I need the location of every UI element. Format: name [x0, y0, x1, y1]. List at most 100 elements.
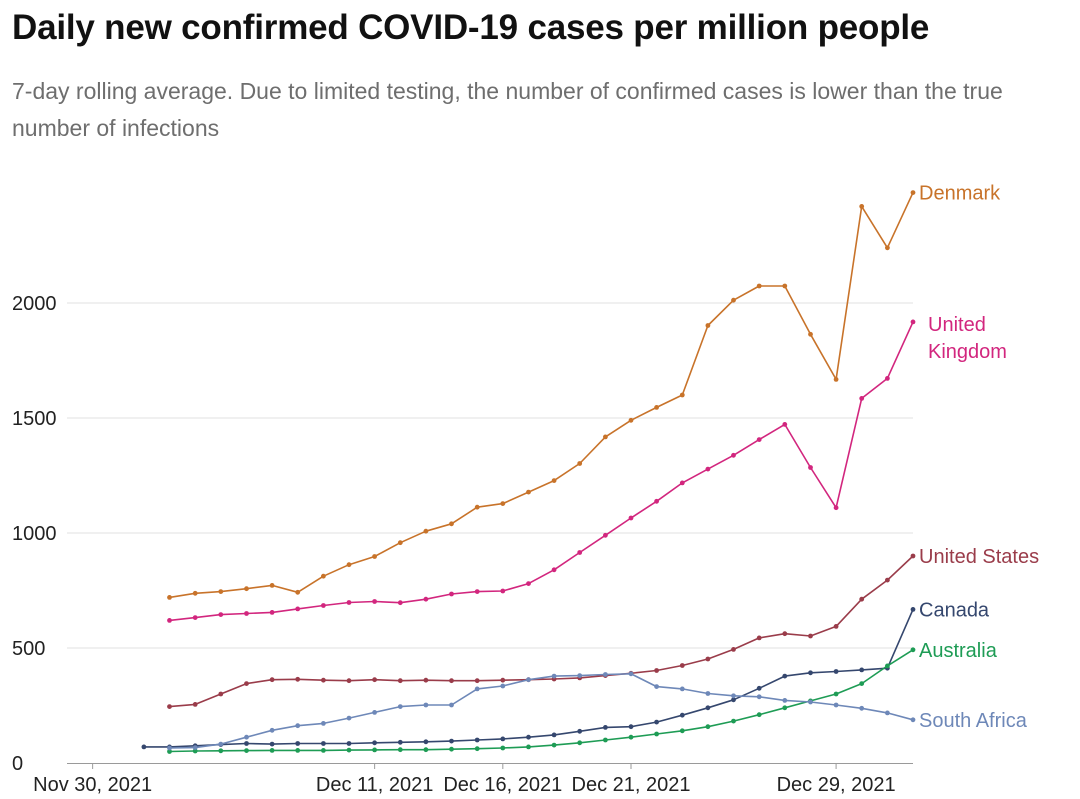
australia-point [474, 746, 480, 752]
south-africa-line [169, 672, 914, 749]
south-africa-point [269, 727, 275, 733]
united-kingdom-point [679, 480, 685, 486]
south-africa-point [500, 683, 506, 689]
united-kingdom-point [833, 505, 839, 511]
united-states-point [423, 677, 429, 683]
united-kingdom-point [705, 466, 711, 472]
united-states-label-line: United States [919, 546, 1039, 568]
australia-point [192, 748, 198, 754]
united-kingdom-point [474, 589, 480, 594]
australia-point [577, 740, 583, 746]
australia-point [500, 745, 506, 751]
denmark-point [192, 590, 198, 596]
denmark-point [423, 528, 429, 534]
united-kingdom-point [244, 611, 249, 616]
denmark-label-line: Denmark [919, 183, 1001, 205]
denmark-point [859, 204, 865, 209]
denmark-point [397, 540, 403, 546]
south-africa-point [859, 705, 865, 711]
denmark-point [346, 562, 352, 568]
united-states-point [269, 677, 275, 683]
south-africa-point [295, 723, 301, 729]
denmark-point [731, 297, 736, 303]
canada-point [808, 670, 813, 676]
australia-point [269, 748, 275, 753]
united-states-point [244, 681, 249, 686]
australia-point [423, 747, 429, 753]
united-kingdom-point [756, 437, 762, 442]
united-kingdom-point [500, 588, 506, 594]
australia-point [526, 744, 531, 750]
denmark-point [833, 377, 839, 382]
united-kingdom-point [167, 618, 172, 623]
united-states-point [859, 596, 865, 602]
south-africa-label: South Africa [919, 710, 1028, 732]
y-tick-label: 0 [12, 753, 23, 775]
united-states-point [192, 702, 198, 707]
australia-point [397, 747, 403, 753]
united-kingdom-point [910, 319, 916, 325]
canada-point [449, 738, 454, 744]
united-states-point [346, 678, 352, 684]
y-tick-label: 500 [12, 638, 45, 660]
south-africa-point [654, 684, 659, 689]
south-africa-point [192, 745, 198, 750]
united-states-point [833, 624, 839, 629]
canada-point [833, 669, 839, 674]
united-states-point [782, 631, 788, 637]
south-africa-point [346, 715, 352, 721]
canada-point [859, 667, 865, 673]
united-states-point [372, 677, 377, 683]
denmark-point [885, 245, 890, 251]
denmark-point [269, 583, 275, 588]
australia-point [910, 647, 916, 653]
canada-point [141, 744, 147, 750]
denmark-point [654, 405, 659, 410]
denmark-point [705, 323, 711, 328]
united-kingdom-point [397, 600, 403, 606]
australia-point [346, 747, 352, 753]
denmark-point [628, 417, 634, 423]
canada-point [295, 741, 301, 746]
x-tick-label: Dec 29, 2021 [777, 774, 896, 796]
denmark-point [808, 331, 813, 337]
australia-point [705, 724, 711, 730]
united-states-point [679, 663, 685, 668]
australia-point [628, 734, 634, 740]
united-kingdom-point [423, 596, 429, 602]
canada-point [269, 741, 275, 747]
south-africa-point [705, 691, 711, 696]
x-tick-label: Nov 30, 2021 [33, 774, 152, 796]
chart-subtitle: 7-day rolling average. Due to limited te… [12, 78, 1003, 141]
south-africa-label-line: South Africa [919, 710, 1028, 732]
canada-point [705, 705, 711, 711]
united-kingdom-point [551, 567, 557, 573]
canada-point [500, 736, 506, 742]
united-kingdom-point [859, 396, 865, 401]
canada-label: Canada [919, 599, 990, 621]
denmark-point [244, 586, 249, 592]
canada-label-line: Canada [919, 599, 990, 621]
australia-point [782, 705, 788, 711]
denmark-point [500, 501, 506, 506]
united-kingdom-point [526, 581, 531, 586]
south-africa-point [808, 699, 813, 705]
south-africa-point [910, 717, 916, 723]
canada-point [321, 741, 326, 746]
australia-point [449, 746, 454, 752]
south-africa-point [526, 677, 531, 683]
united-kingdom-label-line: United [928, 314, 986, 336]
united-states-point [295, 676, 301, 682]
south-africa-point [756, 694, 762, 700]
south-africa-point [474, 686, 480, 692]
australia-label-line: Australia [919, 640, 998, 662]
south-africa-point [679, 686, 685, 692]
canada-point [679, 712, 685, 718]
denmark-point [679, 392, 685, 398]
united-kingdom-point [654, 498, 659, 504]
united-kingdom-point [577, 550, 583, 555]
united-states-point [654, 668, 659, 673]
south-africa-point [577, 673, 583, 678]
south-africa-point [397, 704, 403, 709]
united-states-point [910, 553, 916, 559]
